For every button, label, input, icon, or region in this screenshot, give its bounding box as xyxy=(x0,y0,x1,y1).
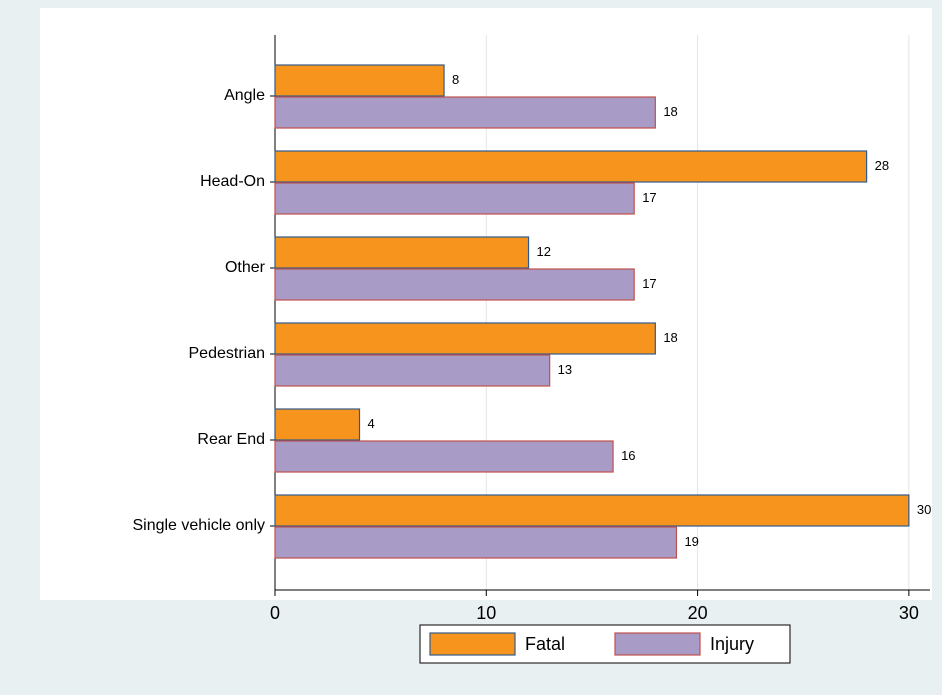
value-label: 18 xyxy=(663,104,677,119)
legend-label: Fatal xyxy=(525,634,565,654)
bar xyxy=(274,494,910,527)
y-tick-label: Single vehicle only xyxy=(132,517,265,534)
value-label: 17 xyxy=(642,190,656,205)
value-label: 4 xyxy=(368,416,375,431)
y-tick-label: Other xyxy=(225,259,266,276)
x-tick-label: 20 xyxy=(688,603,708,623)
value-label: 8 xyxy=(452,72,459,87)
bar xyxy=(274,322,656,355)
bar xyxy=(274,526,678,559)
value-label: 17 xyxy=(642,276,656,291)
bar xyxy=(274,182,635,215)
y-tick-label: Rear End xyxy=(197,431,265,448)
y-tick-label: Pedestrian xyxy=(189,345,266,362)
x-tick-label: 0 xyxy=(270,603,280,623)
bar xyxy=(274,440,614,473)
bar xyxy=(274,236,530,269)
x-tick-label: 30 xyxy=(899,603,919,623)
value-label: 30 xyxy=(917,502,931,517)
legend-swatch xyxy=(429,632,516,656)
legend-swatch xyxy=(614,632,701,656)
y-tick-label: Angle xyxy=(224,87,265,104)
bar xyxy=(274,268,635,301)
value-label: 16 xyxy=(621,448,635,463)
value-label: 28 xyxy=(875,158,889,173)
bar xyxy=(274,354,551,387)
bar xyxy=(274,96,656,129)
y-tick-label: Head-On xyxy=(200,173,265,190)
legend-label: Injury xyxy=(710,634,754,654)
bar xyxy=(274,408,361,441)
x-tick-label: 10 xyxy=(476,603,496,623)
value-label: 18 xyxy=(663,330,677,345)
value-label: 19 xyxy=(684,534,698,549)
bar xyxy=(274,150,868,183)
value-label: 12 xyxy=(537,244,551,259)
value-label: 13 xyxy=(558,362,572,377)
bar xyxy=(274,64,445,97)
